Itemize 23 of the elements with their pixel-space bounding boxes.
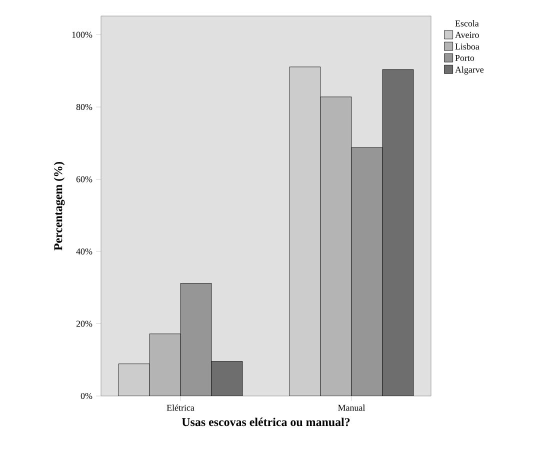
y-tick-label: 100%: [72, 32, 92, 38]
bar: [320, 96, 352, 396]
x-tick-label: Manual: [338, 404, 366, 411]
y-tick-label: 80%: [76, 104, 92, 110]
y-tick-label: 40%: [76, 248, 92, 255]
x-tick-label: Elétrica: [166, 404, 194, 411]
legend-title: Escola: [455, 20, 479, 26]
bar: [149, 334, 181, 396]
legend-label: Algarve: [455, 66, 484, 75]
bar: [118, 364, 150, 396]
y-tick-label: 20%: [76, 320, 92, 327]
legend-label: Porto: [455, 54, 474, 61]
legend-label: Lisboa: [455, 43, 480, 50]
bar: [289, 66, 321, 396]
legend-label: Aveiro: [455, 32, 479, 38]
bar: [180, 283, 212, 396]
bar: [211, 361, 243, 396]
y-tick-label: 0%: [80, 392, 92, 400]
y-axis-title: Percentagem (%): [54, 162, 65, 250]
x-axis-title: Usas escovas elétrica ou manual?: [182, 418, 350, 426]
y-tick-label: 60%: [76, 176, 92, 182]
bar: [351, 147, 383, 396]
bar: [382, 69, 414, 396]
